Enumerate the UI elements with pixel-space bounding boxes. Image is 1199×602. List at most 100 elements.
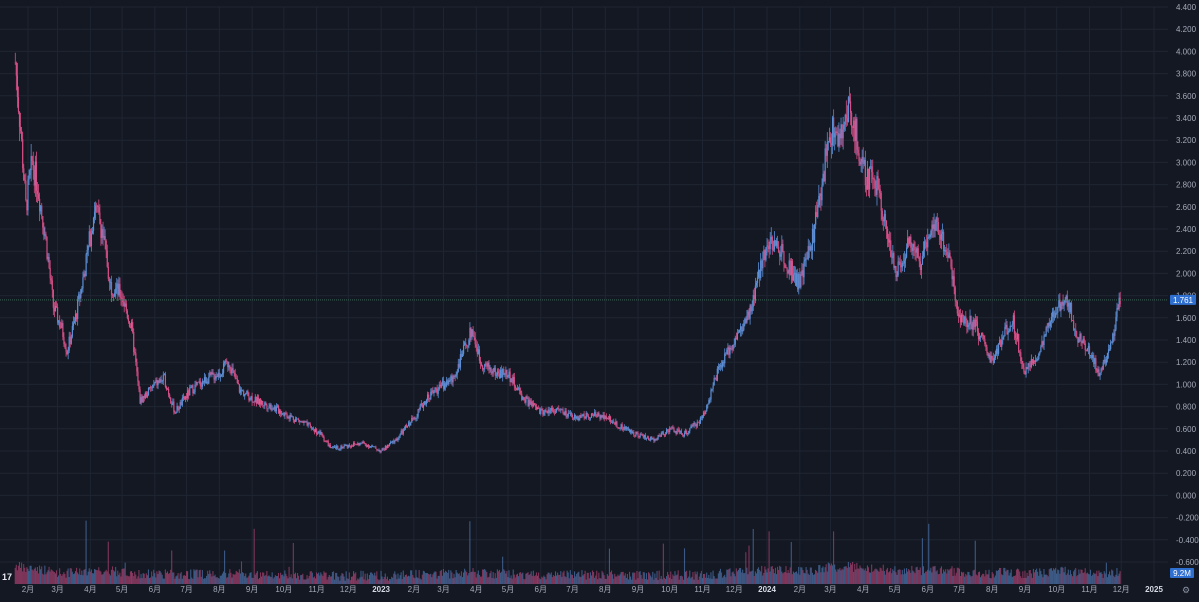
candle-body bbox=[163, 373, 165, 375]
volume-bar bbox=[217, 578, 219, 584]
candle-body bbox=[928, 236, 930, 238]
candle-body bbox=[1095, 358, 1097, 371]
candle-body bbox=[909, 236, 911, 244]
gear-icon[interactable]: ⚙ bbox=[1182, 585, 1191, 595]
volume-bar bbox=[675, 575, 677, 584]
candle-body bbox=[722, 361, 724, 368]
candle-body bbox=[882, 219, 884, 222]
volume-bar bbox=[349, 580, 351, 584]
volume-bar bbox=[434, 571, 436, 584]
candle-body bbox=[409, 422, 411, 426]
volume-bar bbox=[169, 573, 171, 584]
candle-body bbox=[1030, 359, 1032, 368]
candle-body bbox=[217, 372, 219, 378]
volume-bar bbox=[976, 575, 978, 584]
candle-body bbox=[306, 421, 308, 426]
volume-bar bbox=[959, 576, 962, 584]
candle-body bbox=[1003, 336, 1005, 338]
volume-bar bbox=[819, 565, 821, 584]
candle-body bbox=[1067, 302, 1069, 307]
volume-bar bbox=[436, 578, 438, 584]
volume-bar bbox=[1100, 572, 1102, 584]
candle-body bbox=[937, 222, 939, 235]
candle-body bbox=[713, 377, 715, 386]
volume-bar bbox=[259, 572, 262, 584]
volume-bar bbox=[618, 575, 620, 584]
candle-body bbox=[28, 175, 30, 180]
candle-body bbox=[539, 408, 541, 414]
candle-body bbox=[30, 156, 32, 171]
candle-body bbox=[745, 318, 747, 323]
y-tick-label: 3.600 bbox=[1176, 92, 1197, 101]
volume-bar bbox=[1030, 573, 1032, 584]
volume-bar bbox=[1018, 569, 1020, 584]
volume-bar bbox=[633, 572, 635, 584]
volume-bar bbox=[670, 571, 672, 584]
volume-bar bbox=[358, 579, 360, 584]
volume-bar bbox=[966, 575, 968, 584]
volume-bar bbox=[187, 571, 189, 584]
candle-body bbox=[1083, 338, 1085, 344]
volume-bar bbox=[1077, 575, 1079, 584]
volume-bar bbox=[848, 567, 850, 584]
candle-body bbox=[491, 371, 493, 374]
volume-bar bbox=[271, 572, 273, 584]
candle-body bbox=[303, 421, 305, 423]
candle-body bbox=[1103, 359, 1105, 363]
volume-bar bbox=[690, 578, 692, 584]
volume-bar bbox=[337, 576, 339, 584]
volume-bar bbox=[34, 567, 36, 584]
candle-body bbox=[624, 426, 626, 430]
volume-bar bbox=[307, 578, 309, 584]
volume-bar bbox=[290, 574, 292, 584]
candle-body bbox=[458, 363, 460, 368]
candle-body bbox=[465, 342, 467, 345]
volume-bar bbox=[116, 576, 118, 584]
candle-body bbox=[999, 340, 1001, 345]
volume-bar bbox=[138, 570, 140, 584]
candle-body bbox=[663, 434, 666, 436]
volume-bar bbox=[531, 575, 533, 584]
candle-body bbox=[167, 388, 170, 395]
volume-bar bbox=[108, 573, 110, 584]
candle-body bbox=[890, 240, 892, 257]
volume-bar bbox=[737, 569, 739, 584]
volume-bar bbox=[559, 574, 561, 584]
candle-body bbox=[402, 429, 404, 434]
candle-body bbox=[516, 388, 519, 391]
volume-bar bbox=[833, 531, 835, 584]
volume-bar bbox=[840, 570, 842, 584]
volume-bar bbox=[534, 575, 536, 584]
volume-bar bbox=[362, 570, 364, 584]
candle-body bbox=[1096, 370, 1098, 372]
volume-bar bbox=[882, 564, 884, 584]
volume-bar bbox=[558, 574, 560, 584]
candle-body bbox=[60, 327, 62, 329]
candle-body bbox=[739, 326, 742, 331]
volume-bar bbox=[384, 573, 386, 584]
candle-body bbox=[718, 366, 721, 367]
volume-bar bbox=[439, 571, 441, 584]
candle-body bbox=[724, 353, 726, 364]
volume-bar bbox=[30, 565, 32, 584]
candle-body bbox=[253, 401, 255, 403]
volume-bar bbox=[132, 572, 134, 584]
candle-body bbox=[750, 305, 752, 312]
candle-body bbox=[46, 236, 48, 259]
candle-body bbox=[664, 434, 667, 435]
candle-body bbox=[651, 436, 653, 440]
candle-body bbox=[541, 409, 543, 411]
candle-body bbox=[854, 120, 856, 141]
volume-bar bbox=[759, 569, 761, 584]
volume-bar bbox=[86, 575, 88, 584]
candle-body bbox=[665, 429, 668, 435]
volume-bar bbox=[512, 569, 514, 584]
candle-body bbox=[660, 432, 662, 437]
volume-bar bbox=[964, 576, 966, 584]
candle-body bbox=[325, 440, 327, 442]
candle-body bbox=[553, 411, 556, 413]
volume-bar bbox=[1046, 575, 1048, 584]
volume-bar bbox=[792, 571, 794, 584]
